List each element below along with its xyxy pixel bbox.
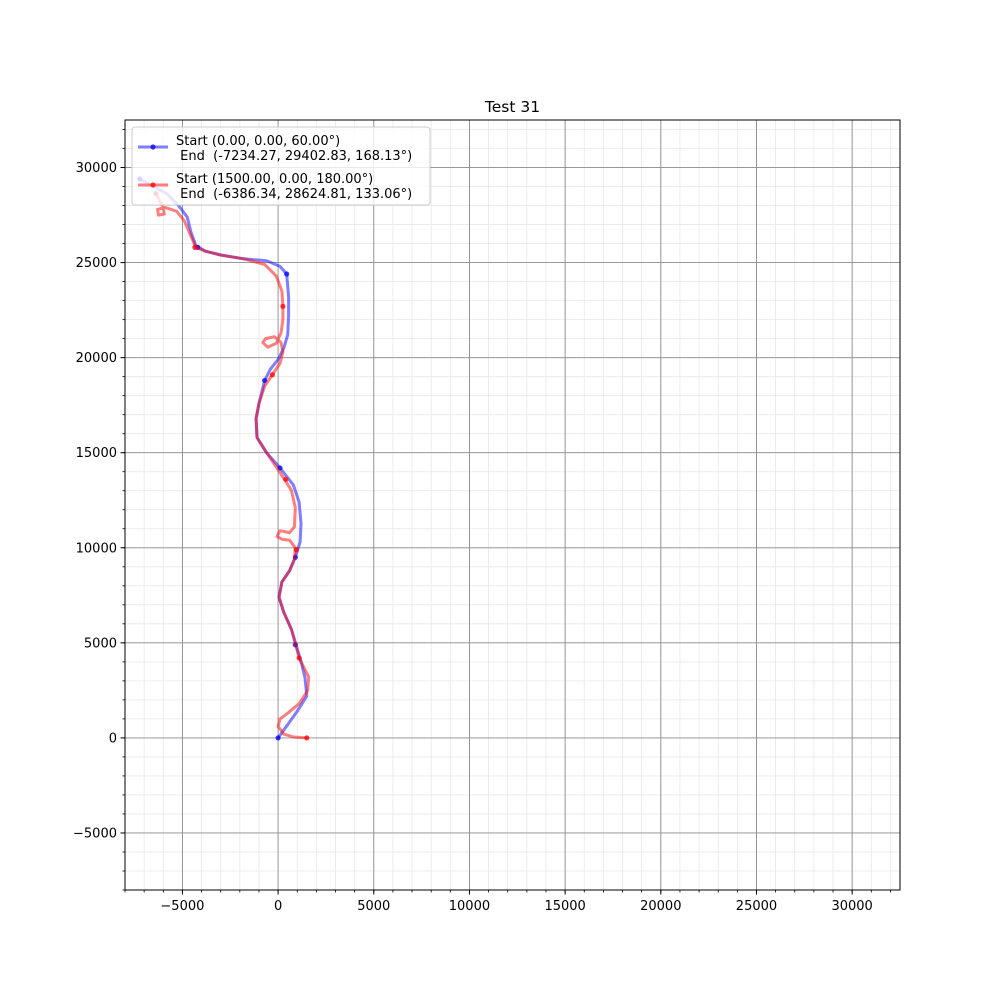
legend-item-2: Start (1500.00, 0.00, 180.00°) End (-638… [138, 172, 412, 202]
x-tick-label: −5000 [160, 899, 204, 914]
x-tick-label: 10000 [449, 899, 490, 914]
x-tick-label: 0 [274, 899, 282, 914]
x-tick-label: 30000 [831, 899, 872, 914]
series-marker [283, 476, 289, 482]
legend-box [131, 126, 431, 206]
x-tick-label: 25000 [736, 899, 777, 914]
series-marker [280, 303, 286, 309]
series-group [137, 176, 311, 741]
series-marker [284, 271, 290, 277]
series-marker [293, 547, 299, 553]
series-marker [275, 735, 281, 741]
x-tick-label: 20000 [640, 899, 681, 914]
series-marker [304, 735, 310, 741]
y-tick-label: 25000 [76, 256, 117, 271]
legend-label-end: End (-7234.27, 29402.83, 168.13°) [176, 149, 412, 164]
legend-marker [150, 144, 156, 150]
legend-label-end: End (-6386.34, 28624.81, 133.06°) [176, 187, 412, 202]
x-tick-label: 15000 [544, 899, 585, 914]
legend: Start (0.00, 0.00, 60.00°) End (-7234.27… [131, 126, 431, 206]
series-marker [192, 244, 198, 250]
axes: −5000 0 5000 10000 15000 20000 25000 30000 −5000… [73, 119, 901, 914]
series-marker [269, 372, 275, 378]
legend-label-start: Start (1500.00, 0.00, 180.00°) [176, 172, 373, 187]
y-tick-label: 20000 [76, 351, 117, 366]
grid [124, 120, 900, 891]
legend-item-1: Start (0.00, 0.00, 60.00°) End (-7234.27… [138, 134, 412, 164]
y-tick-label: 5000 [84, 636, 117, 651]
y-tick-label: 10000 [76, 541, 117, 556]
legend-marker [150, 182, 156, 188]
plot-frame [124, 119, 901, 891]
series-line [154, 192, 311, 740]
x-tick-label: 5000 [357, 899, 390, 914]
series-1 [137, 176, 309, 741]
y-tick-label: 30000 [76, 161, 117, 176]
y-tick-label: 15000 [76, 446, 117, 461]
y-tick-label: 0 [109, 731, 117, 746]
y-tick-label: −5000 [73, 826, 117, 841]
chart-title: Test 31 [484, 98, 540, 116]
series-marker [296, 655, 302, 661]
legend-label-start: Start (0.00, 0.00, 60.00°) [176, 134, 340, 149]
